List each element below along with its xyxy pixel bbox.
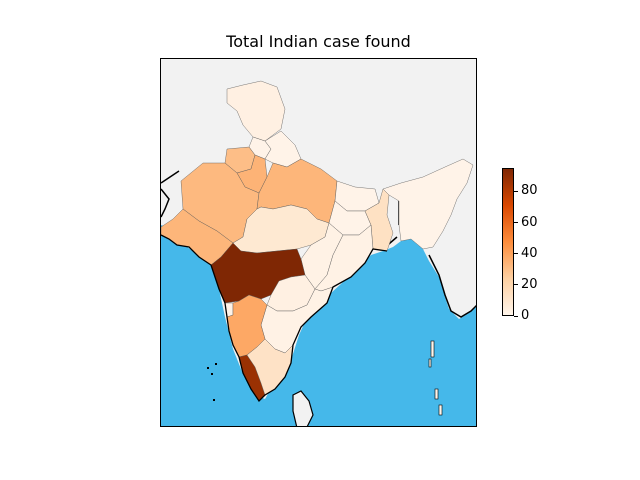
colorbar-tick-20 xyxy=(514,284,518,286)
region-northeast xyxy=(382,158,474,250)
colorbar xyxy=(502,168,514,316)
colorbar-tick-label: 0 xyxy=(521,308,530,323)
region-jammu-kashmir xyxy=(226,80,286,142)
colorbar-tick-label: 60 xyxy=(521,214,538,230)
colorbar-tick-0 xyxy=(514,315,518,317)
sri-lanka xyxy=(292,390,314,426)
andaman-islands xyxy=(428,340,443,416)
ocean xyxy=(161,225,476,426)
india-coastline xyxy=(161,234,388,403)
coastline-west xyxy=(161,170,180,218)
colorbar-tick-60 xyxy=(514,222,518,224)
colorbar-tick-80 xyxy=(514,190,518,192)
colorbar-tick-40 xyxy=(514,253,518,255)
india-choropleth-map xyxy=(161,59,476,426)
colorbar-tick-label: 20 xyxy=(521,276,538,292)
lakshadweep-islands xyxy=(207,363,217,401)
colorbar-tick-label: 40 xyxy=(521,245,538,261)
map-frame xyxy=(160,58,477,427)
colorbar-tick-label: 80 xyxy=(521,183,538,199)
map-title: Total Indian case found xyxy=(226,32,411,51)
